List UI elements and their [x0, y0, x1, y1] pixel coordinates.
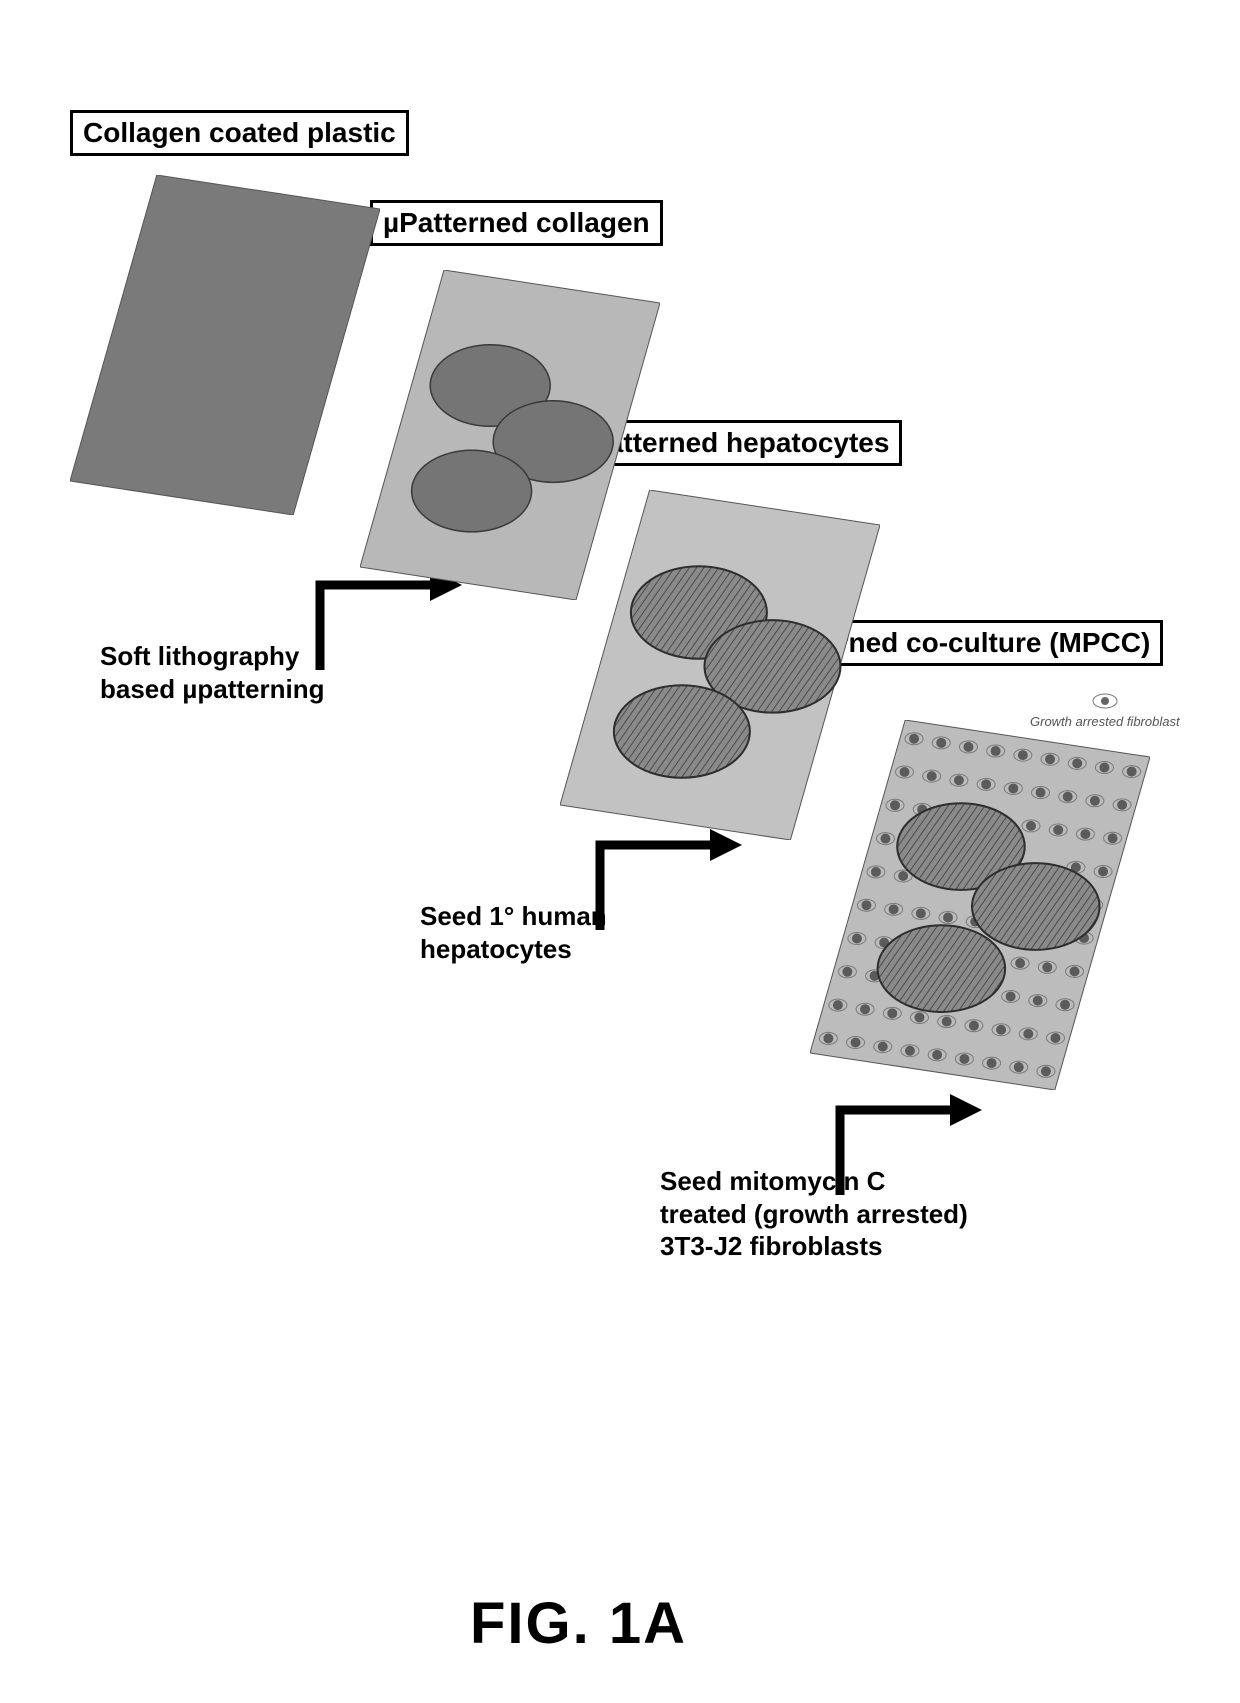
plate-4	[810, 720, 1150, 1090]
plate-1	[70, 175, 380, 515]
figure-caption: FIG. 1A	[470, 1590, 687, 1657]
island	[412, 450, 532, 532]
label-2: µPatterned collagen	[370, 200, 663, 246]
arrowtext-2: Seed 1° humanhepatocytes	[420, 900, 607, 965]
arrowtext-1: Soft lithographybased µpatterning	[100, 640, 324, 705]
label-1: Collagen coated plastic	[70, 110, 409, 156]
fibroblast-legend: Growth arrested fibroblast	[1030, 690, 1180, 729]
